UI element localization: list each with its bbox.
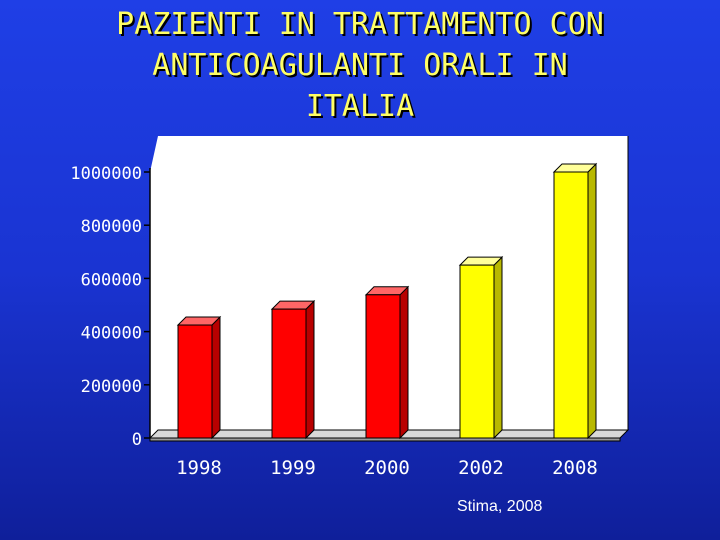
value-label: 424692 [166,296,224,315]
category-label: 1999 [270,457,316,479]
y-tick-label: 600000 [81,270,142,290]
footnote: Stima, 2008 [457,498,543,515]
page-title: PAZIENTI IN TRATTAMENTO CON ANTICOAGULAN… [0,4,720,127]
y-tick-label: 800000 [81,217,142,237]
category-label: 1998 [176,457,222,479]
y-tick-label: 0 [132,430,142,450]
bar-top [176,316,222,326]
bar-top [552,163,598,173]
title-line-2: ANTICOAGULANTI ORALI IN [152,48,568,83]
y-tick-label: 1000000 [70,164,142,184]
bar-side [305,299,315,440]
category-label: 2002 [458,457,504,479]
bar [365,294,401,439]
bar-top [364,286,410,296]
bar [459,264,495,439]
value-label: 484574 [260,280,318,299]
bar-top [458,256,504,266]
bar-side [211,315,221,440]
value-label: 650000 [448,236,506,255]
title-line-3: ITALIA [305,89,415,124]
bar [271,308,307,439]
bar-side [399,285,409,440]
bar-side [493,255,503,440]
value-label: 1000000 [547,139,614,158]
bar [553,171,589,439]
value-label: 538362 [354,266,412,285]
category-label: 2000 [364,457,410,479]
title-line-1: PAZIENTI IN TRATTAMENTO CON [116,7,604,42]
bar [177,324,213,439]
y-tick-label: 200000 [81,377,142,397]
bar-side [587,162,597,440]
bar-top [270,300,316,310]
category-label: 2008 [552,457,598,479]
y-tick-label: 400000 [81,324,142,344]
